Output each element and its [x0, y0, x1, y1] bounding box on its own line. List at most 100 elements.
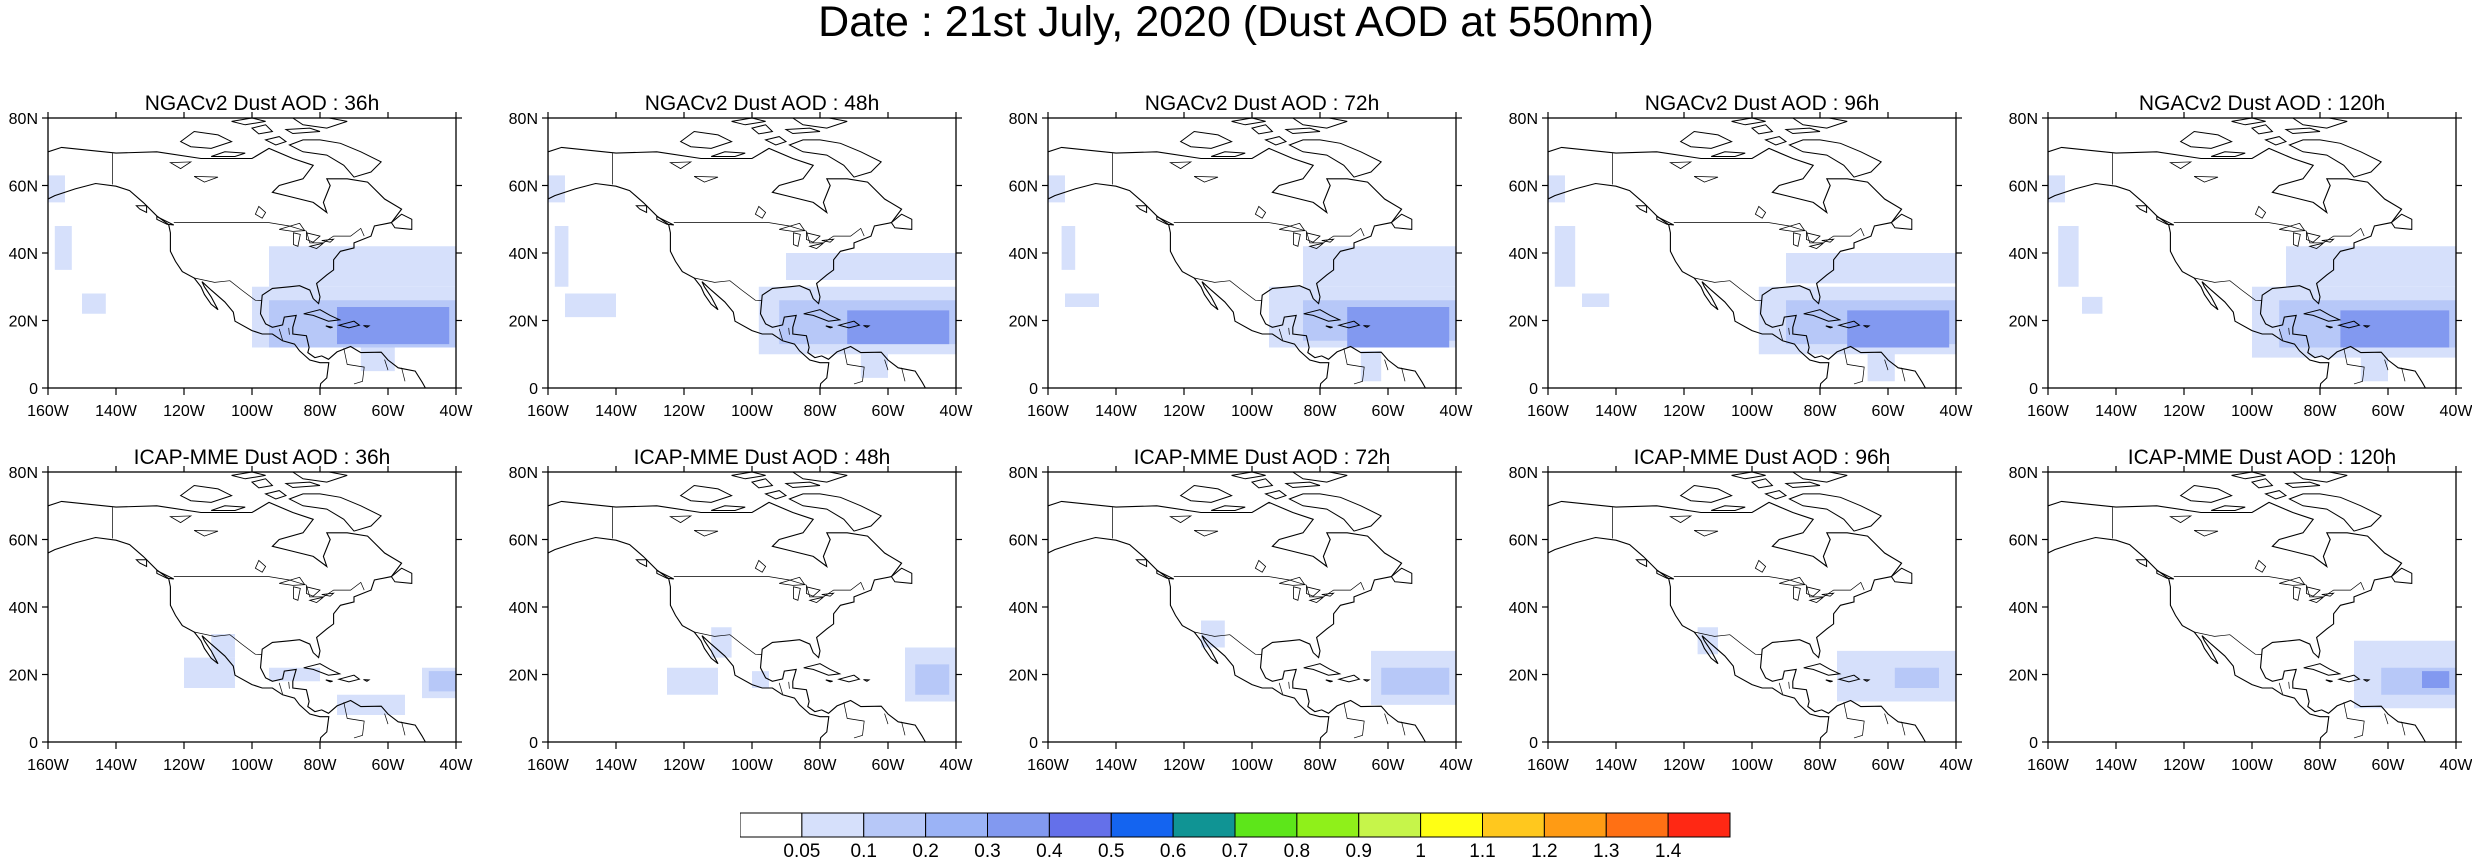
island-outline	[750, 478, 774, 489]
island-outline	[1390, 567, 1413, 584]
colorbar-label: 1.1	[1469, 841, 1495, 860]
colorbar-label: 0.4	[1036, 841, 1063, 860]
dust-area	[2360, 347, 2388, 382]
country-border	[1673, 222, 1865, 244]
lat-label: 40N	[1509, 246, 1538, 263]
lon-label: 140W	[95, 403, 138, 420]
lake-outline	[754, 559, 767, 573]
island-outline	[1156, 215, 1175, 226]
lat-label: 0	[529, 735, 538, 752]
country-border	[884, 359, 889, 371]
colorbar-label: 0.8	[1284, 841, 1310, 860]
country-border	[384, 713, 389, 725]
coastline	[2048, 500, 2427, 742]
island-outline	[1890, 567, 1913, 584]
lon-label: 120W	[163, 757, 206, 774]
lon-label: 40W	[1440, 403, 1474, 420]
lake-outline	[2194, 176, 2219, 183]
colorbar-label: 1.2	[1531, 841, 1557, 860]
island-outline	[2135, 205, 2148, 214]
lat-label: 20N	[1509, 668, 1538, 685]
island-outline	[2250, 124, 2274, 135]
lat-label: 20N	[2009, 668, 2038, 685]
island-outline	[1750, 124, 1774, 135]
island-outline	[791, 118, 848, 129]
island-outline	[211, 505, 246, 511]
island-outline	[1325, 679, 1333, 683]
panel-title: ICAP-MME Dust AOD : 96h	[1633, 446, 1891, 469]
island-outline	[284, 127, 321, 135]
island-outline	[788, 139, 883, 178]
lat-label: 80N	[509, 465, 538, 482]
lon-label: 120W	[163, 403, 206, 420]
lake-outline	[308, 242, 324, 250]
lon-label: 80W	[304, 403, 338, 420]
island-outline	[635, 559, 648, 568]
lake-outline	[1808, 596, 1824, 604]
island-outline	[2179, 484, 2233, 503]
lat-label: 0	[1529, 381, 1538, 398]
lake-outline	[1808, 242, 1824, 250]
lon-label: 140W	[1595, 403, 1638, 420]
lake-outline	[2293, 232, 2301, 247]
dust-area	[269, 246, 456, 287]
lake-outline	[1293, 232, 1301, 247]
colorbar-swatch	[1110, 812, 1174, 838]
lake-outline	[1194, 176, 1219, 183]
map-content	[1548, 118, 1956, 388]
country-border	[1401, 367, 1406, 382]
island-outline	[179, 484, 233, 503]
lon-label: 120W	[1663, 757, 1706, 774]
map-panel: NGACv2 Dust AOD : 72h 160W 140W 120W 100W 80W…	[1009, 92, 1512, 432]
lake-outline	[1254, 205, 1267, 219]
island-outline	[803, 663, 842, 676]
map-content	[1048, 472, 1456, 742]
lon-label: 60W	[872, 403, 906, 420]
lake-outline	[1308, 242, 1324, 250]
country-border	[1173, 576, 1365, 598]
country-border	[901, 367, 906, 382]
lon-label: 120W	[1163, 403, 1206, 420]
island-outline	[1231, 118, 1266, 126]
map-panel: NGACv2 Dust AOD : 96h 160W 140W 120W 100W 80W…	[1509, 92, 2012, 432]
island-outline	[1837, 674, 1861, 683]
map-plot: 160W 140W 120W 100W 80W 60W 40W 80N 60N 40N 20N 0	[9, 465, 474, 774]
island-outline	[1679, 130, 1733, 149]
lake-outline	[1305, 232, 1321, 243]
island-outline	[788, 493, 883, 532]
island-outline	[1303, 309, 1342, 322]
island-outline	[1284, 481, 1321, 489]
lake-outline	[2308, 596, 2324, 604]
panel-title: NGACv2 Dust AOD : 36h	[144, 92, 380, 115]
island-outline	[750, 124, 774, 135]
map-plot: 160W 140W 120W 100W 80W 60W 40W 80N 60N 40N 20N 0	[2009, 111, 2472, 420]
lake-outline	[694, 176, 719, 183]
island-outline	[1264, 490, 1288, 500]
lon-label: 80W	[304, 757, 338, 774]
lat-label: 40N	[2009, 246, 2038, 263]
lake-outline	[254, 559, 267, 573]
lake-outline	[1754, 559, 1767, 573]
island-outline	[2363, 325, 2371, 328]
island-outline	[135, 559, 148, 568]
dust-area	[565, 293, 616, 318]
lake-outline	[279, 222, 306, 232]
dust-area	[1554, 226, 1576, 287]
lat-label: 40N	[1009, 600, 1038, 617]
map-plot: 160W 140W 120W 100W 80W 60W 40W 80N 60N 40N 20N 0	[1009, 465, 1474, 774]
dust-area	[1548, 175, 1565, 203]
lake-outline	[1793, 232, 1801, 247]
country-border	[2194, 631, 2262, 655]
lon-label: 140W	[1595, 757, 1638, 774]
island-outline	[1711, 151, 1746, 157]
lon-label: 160W	[2027, 757, 2070, 774]
country-border	[2173, 222, 2365, 244]
panel-title: ICAP-MME Dust AOD : 48h	[633, 446, 891, 469]
country-border	[1343, 348, 1365, 385]
island-outline	[264, 136, 288, 146]
lon-label: 100W	[231, 403, 274, 420]
lon-label: 140W	[1095, 403, 1138, 420]
colorbar-label: 0.1	[851, 841, 877, 860]
island-outline	[825, 325, 833, 329]
lake-outline	[1305, 586, 1321, 597]
